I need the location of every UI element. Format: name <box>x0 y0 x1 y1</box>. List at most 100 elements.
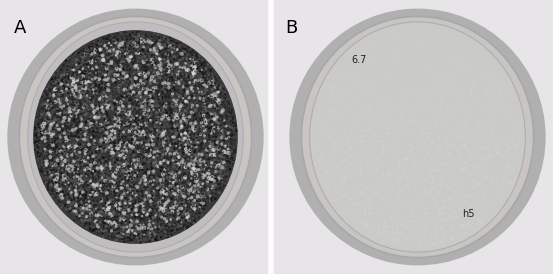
Point <box>127 56 135 60</box>
Point <box>169 73 178 77</box>
Point <box>397 158 405 162</box>
Point <box>158 145 167 149</box>
Point <box>92 106 101 110</box>
Point <box>98 158 107 162</box>
Point <box>75 82 84 87</box>
Point <box>81 53 90 57</box>
Point <box>204 135 212 139</box>
Point <box>65 169 74 173</box>
Point <box>66 174 75 179</box>
Point <box>182 196 191 200</box>
Point <box>121 150 130 154</box>
Point <box>195 85 204 90</box>
Point <box>101 179 110 184</box>
Point <box>148 85 157 90</box>
Point <box>191 182 200 186</box>
Point <box>491 67 500 72</box>
Point <box>172 96 181 100</box>
Point <box>131 209 140 214</box>
Point <box>196 169 205 174</box>
Point <box>126 239 135 243</box>
Point <box>221 170 229 175</box>
Point <box>205 151 214 155</box>
Point <box>43 106 52 110</box>
Point <box>151 122 160 126</box>
Point <box>186 78 195 82</box>
Point <box>160 159 169 163</box>
Point <box>66 144 75 149</box>
Point <box>125 79 134 83</box>
Point <box>170 184 179 188</box>
Point <box>119 232 128 236</box>
Point <box>91 79 100 83</box>
Point <box>191 61 200 65</box>
Point <box>175 124 184 128</box>
Point <box>88 41 97 46</box>
Point <box>212 115 221 120</box>
Point <box>72 137 81 141</box>
Point <box>119 212 128 217</box>
Point <box>230 139 239 143</box>
Point <box>46 122 55 126</box>
Point <box>213 91 222 95</box>
Point <box>60 62 69 66</box>
Point <box>202 150 211 155</box>
Point <box>169 141 178 145</box>
Point <box>82 214 91 218</box>
Point <box>169 54 178 59</box>
Point <box>409 61 418 66</box>
Point <box>194 202 202 206</box>
Point <box>130 221 139 225</box>
Point <box>154 42 163 47</box>
Point <box>84 64 93 69</box>
Point <box>178 124 186 128</box>
Point <box>61 144 70 148</box>
Point <box>138 216 147 221</box>
Point <box>218 109 227 114</box>
Point <box>221 113 230 117</box>
Point <box>159 113 168 118</box>
Point <box>60 131 69 135</box>
Point <box>493 108 502 112</box>
Point <box>47 179 56 183</box>
Point <box>157 153 166 157</box>
Point <box>92 120 101 124</box>
Point <box>413 232 421 237</box>
Point <box>224 151 233 155</box>
Point <box>104 203 113 208</box>
Point <box>178 61 187 65</box>
Point <box>163 209 172 213</box>
Point <box>185 98 194 103</box>
Point <box>178 136 187 141</box>
Point <box>65 144 74 149</box>
Point <box>120 78 129 82</box>
Point <box>154 186 163 191</box>
Point <box>140 77 149 82</box>
Point <box>118 195 127 199</box>
Point <box>85 176 94 181</box>
Point <box>47 148 56 152</box>
Point <box>60 84 69 89</box>
Point <box>182 150 191 154</box>
Point <box>177 201 186 206</box>
Point <box>467 204 476 209</box>
Point <box>84 109 92 113</box>
Point <box>458 94 467 98</box>
Point <box>121 156 129 160</box>
Point <box>75 128 84 132</box>
Point <box>110 64 119 68</box>
Point <box>215 151 223 156</box>
Point <box>211 176 220 181</box>
Point <box>86 210 95 214</box>
Point <box>69 64 78 68</box>
Point <box>197 209 206 213</box>
Point <box>179 173 188 178</box>
Point <box>36 132 45 136</box>
Point <box>185 182 194 186</box>
Point <box>204 102 212 107</box>
Point <box>74 199 83 203</box>
Point <box>186 167 195 171</box>
Point <box>142 52 150 57</box>
Point <box>67 157 76 161</box>
Point <box>165 75 174 79</box>
